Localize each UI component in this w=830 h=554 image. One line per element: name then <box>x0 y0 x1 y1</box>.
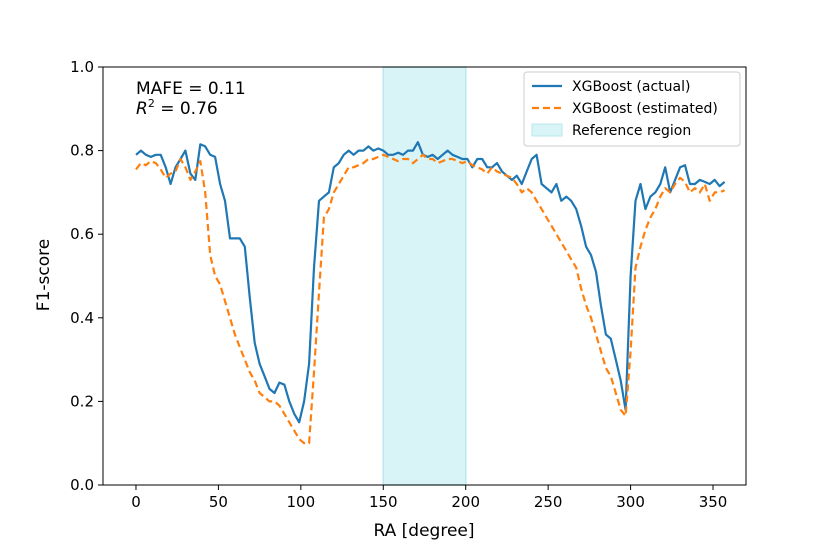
mafe-annotation: MAFE = 0.11 <box>136 79 246 99</box>
reference-region <box>382 66 467 486</box>
y-tick-label: 0.6 <box>70 225 94 243</box>
y-tick-label: 0.4 <box>70 309 94 327</box>
legend: XGBoost (actual) XGBoost (estimated) Ref… <box>523 71 741 147</box>
r2-annotation: R2 = 0.76 <box>136 97 218 119</box>
x-tick-label: 50 <box>209 493 228 511</box>
legend-swatch-reference <box>531 123 563 137</box>
x-tick-label: 300 <box>616 493 645 511</box>
axes-frame <box>102 66 747 486</box>
x-tick-label: 250 <box>534 493 563 511</box>
r2-exponent: 2 <box>148 97 155 110</box>
y-tick-label: 1.0 <box>70 58 94 76</box>
y-tick-label: 0.0 <box>70 476 94 494</box>
y-tick-label: 0.2 <box>70 392 94 410</box>
legend-label-actual: XGBoost (actual) <box>572 79 690 95</box>
reference-region-layer <box>382 66 467 486</box>
legend-label-estimated: XGBoost (estimated) <box>572 101 718 117</box>
x-tick-label: 350 <box>699 493 728 511</box>
x-axis-label: RA [degree] <box>374 521 475 541</box>
series-layer <box>135 141 726 445</box>
series-line-estimated <box>135 153 726 445</box>
y-tick-label: 0.8 <box>70 142 94 160</box>
x-tick-label: 150 <box>369 493 398 511</box>
x-tick-label: 0 <box>131 493 141 511</box>
legend-label-reference: Reference region <box>572 123 691 139</box>
y-ticks: 0.0 0.2 0.4 0.6 0.8 1.0 <box>70 58 103 494</box>
y-axis-label: F1-score <box>34 239 54 311</box>
r2-value: = 0.76 <box>155 99 218 119</box>
legend-box <box>523 71 741 147</box>
x-tick-label: 200 <box>451 493 480 511</box>
series-line-actual <box>135 141 726 424</box>
r2-symbol: R <box>136 99 148 119</box>
x-tick-label: 100 <box>287 493 316 511</box>
x-ticks: 0 50 100 150 200 250 300 350 <box>131 485 727 511</box>
